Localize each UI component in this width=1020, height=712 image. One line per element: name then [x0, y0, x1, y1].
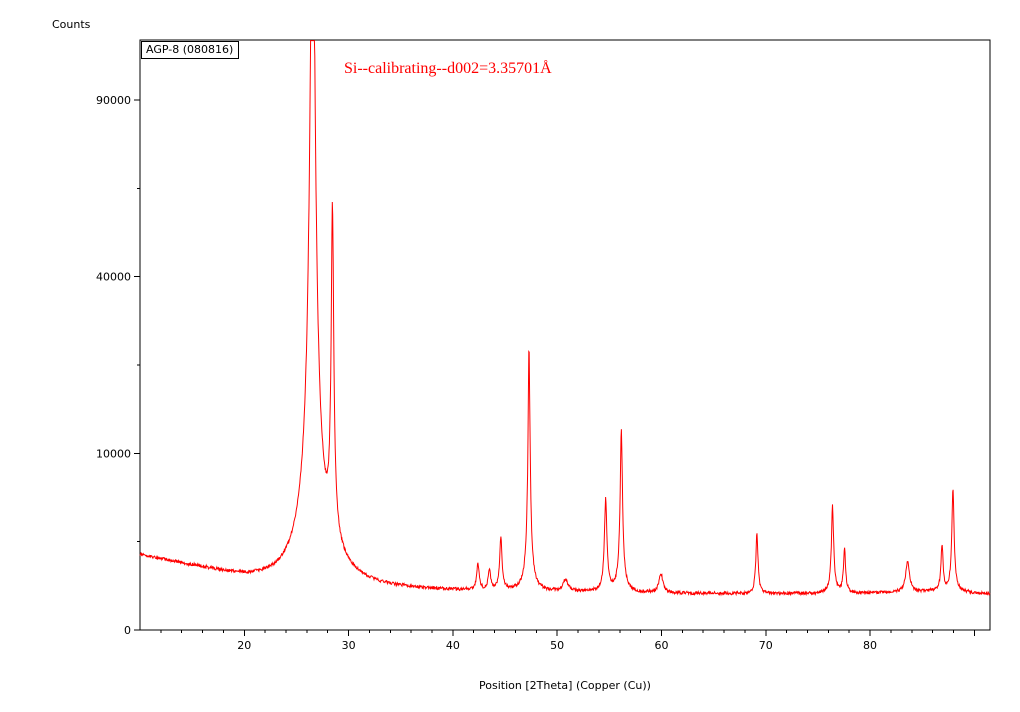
svg-text:0: 0	[124, 624, 131, 637]
calibration-annotation: Si--calibrating--d002=3.35701Å	[344, 60, 552, 77]
svg-text:60: 60	[654, 639, 668, 652]
x-axis-title: Position [2Theta] (Copper (Cu))	[479, 679, 651, 692]
svg-text:30: 30	[342, 639, 356, 652]
svg-text:40000: 40000	[96, 271, 131, 284]
sample-label: AGP-8 (080816)	[141, 41, 240, 59]
svg-text:10000: 10000	[96, 447, 131, 460]
svg-text:90000: 90000	[96, 94, 131, 107]
svg-text:20: 20	[237, 639, 251, 652]
svg-text:50: 50	[550, 639, 564, 652]
svg-text:80: 80	[863, 639, 877, 652]
svg-text:70: 70	[759, 639, 773, 652]
y-axis-title: Counts	[52, 18, 91, 31]
svg-text:40: 40	[446, 639, 460, 652]
